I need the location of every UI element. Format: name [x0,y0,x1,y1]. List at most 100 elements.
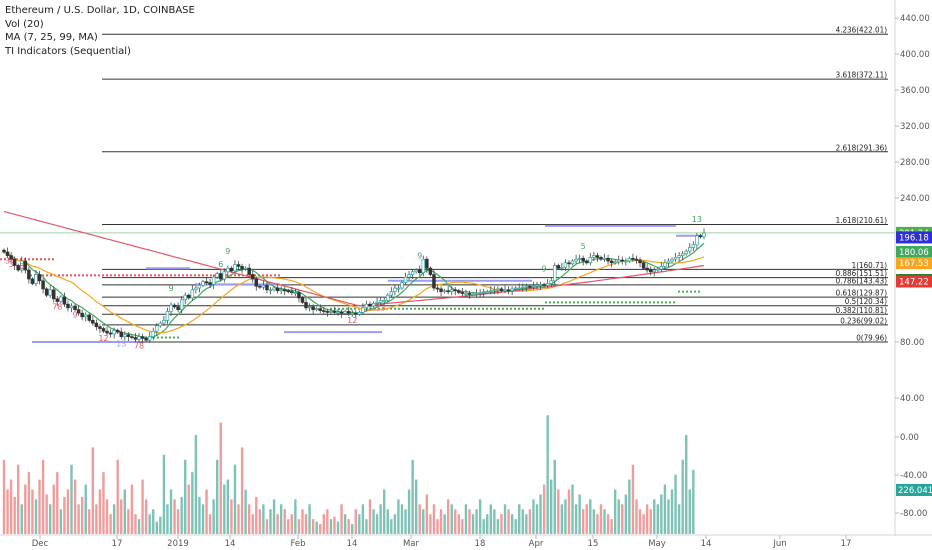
price-axis[interactable]: 440.00 400.00 360.00 320.00 280.00 240.00 80.0… [895,14,930,348]
time-tick-label: Dec [32,539,49,549]
time-axis[interactable]: Dec 17 2019 14 Feb 14 Mar 18 Apr 15 May 14 Jun 17 [32,535,852,549]
volume-bar [2,459,6,534]
candle-body [41,280,45,290]
price-badge [896,275,932,288]
volume-bar [166,504,169,534]
volume-bar [603,509,606,534]
candle-body [361,307,365,313]
volume-badge-label: 226.041K [898,486,932,496]
volume-bar [329,519,333,534]
ma-study-label[interactable]: MA (7, 25, 99, MA) [5,32,98,43]
volume-tick-label: -80.00 [900,509,927,519]
volume-bar [180,496,183,534]
price-badge [896,245,932,258]
candle-body [179,299,184,310]
volume-bar [475,509,478,534]
candle-body [208,282,212,285]
volume-study-label[interactable]: Vol (20) [5,18,44,30]
candle-body [606,257,610,262]
volume-bar [372,509,375,534]
candle-body [80,312,84,318]
candle-body [201,281,205,286]
volume-bar [553,459,556,534]
volume-bar [589,499,592,534]
candle-body [215,273,219,278]
volume-bar [613,489,617,534]
candle-body [400,282,404,289]
candle-body [172,304,177,308]
candle-body [311,306,315,310]
candle-body [169,304,173,312]
volume-bar [269,509,272,534]
candle-body [325,311,330,313]
candle-body [27,269,31,280]
volume-bar [688,489,691,534]
candle-body [101,328,106,332]
candle-body [371,302,376,307]
candle-body [123,334,127,337]
candle-body [627,257,632,262]
candle-body [23,260,28,271]
time-tick-label: Feb [290,539,305,549]
candle-body [233,264,237,272]
candle-body [322,310,326,312]
time-tick-label: 15 [588,539,599,549]
time-tick-label: 2019 [167,539,189,549]
candle-body [631,257,635,260]
candle-body [34,274,38,284]
volume-bar [510,514,514,534]
candle-body [592,255,596,258]
fib-label: 0.236(99.02) [840,316,887,325]
volume-bar [191,472,194,534]
volume-bar [486,514,489,534]
time-tick-label: Mar [403,539,420,549]
ti-study-label[interactable]: TI Indicators (Sequential) [5,45,131,57]
volume-bar [660,494,663,534]
fib-label: 2.618(291.36) [836,143,888,152]
candle-body [613,261,617,264]
candle-body [91,320,95,324]
ma99-line [3,210,705,307]
candle-body [73,305,77,310]
candle-body [158,322,163,327]
volume-bar [674,474,677,534]
volume-bar [500,514,503,534]
time-tick-label: 14 [225,539,236,549]
candles [2,228,706,343]
candle-body [609,260,614,264]
volume-bar [141,479,144,534]
volume-bar [425,494,429,534]
volume-bar [237,504,240,534]
candle-body [521,286,525,289]
volume-bar [27,472,31,534]
volume-bar [685,435,688,534]
volume-bar [670,489,674,534]
symbol-title[interactable]: Ethereum / U.S. Dollar, 1D, COINBASE [5,5,195,16]
fib-label: 0(79.96) [856,334,887,343]
candle-body [151,330,155,337]
volume-bar [351,524,354,534]
candle-body [563,262,568,268]
candle-body [531,285,536,288]
candle-body [222,271,227,280]
candle-body [624,260,628,263]
volume-bar [645,504,649,534]
volume-axis[interactable]: 40.00 0.00 -40.00 -80.00 [895,394,927,519]
volume-bar [518,504,521,534]
candle-body [663,262,667,267]
sequential-count: 9 [542,264,547,273]
candle-body [314,308,319,311]
candle-body [30,278,35,284]
candle-body [329,311,333,313]
price-badge-label: 180.06 [899,248,929,258]
price-badge [896,231,932,244]
candle-body [584,260,589,264]
volume-bar [606,514,610,534]
chart-grid [0,0,932,536]
candle-body [439,288,443,292]
volume-bar [223,484,226,534]
candle-body [673,257,678,260]
volume-bar [333,516,336,534]
